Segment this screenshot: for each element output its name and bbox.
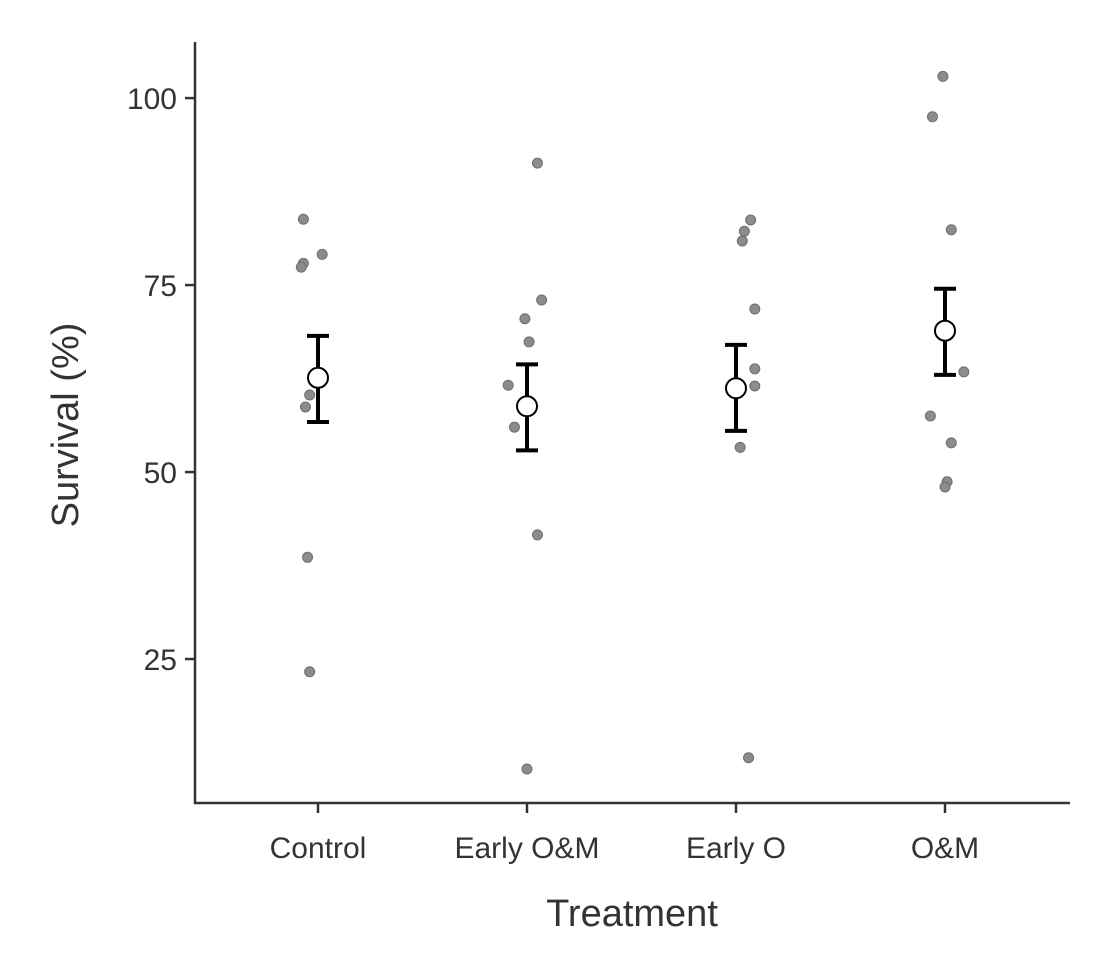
data-point [745, 214, 757, 226]
data-point [502, 379, 514, 391]
y-tick-label: 25 [144, 644, 177, 677]
data-point [536, 294, 548, 306]
y-axis-title: Survival (%) [45, 323, 87, 528]
data-point [945, 224, 957, 236]
data-point [521, 763, 533, 775]
mean-point [934, 319, 956, 342]
y-tick-label: 100 [127, 83, 177, 116]
data-point [304, 666, 316, 678]
data-point [299, 401, 311, 413]
data-point [749, 363, 761, 375]
x-tick-label: Early O&M [454, 832, 599, 865]
data-point [519, 313, 531, 325]
y-tick-label: 50 [144, 457, 177, 490]
data-point [939, 481, 951, 493]
data-point [531, 529, 543, 541]
data-point [523, 336, 535, 348]
data-point [734, 441, 746, 453]
data-point [945, 437, 957, 449]
x-axis-title: Treatment [546, 893, 718, 935]
mean-point [725, 377, 747, 400]
data-point [743, 752, 755, 764]
data-point [926, 111, 938, 123]
data-point [749, 380, 761, 392]
x-tick-label: O&M [911, 832, 979, 865]
y-tick-label: 75 [144, 270, 177, 303]
mean-point [516, 395, 538, 418]
data-point [736, 235, 748, 247]
x-tick-label: Early O [686, 832, 786, 865]
data-point [958, 366, 970, 378]
data-point [937, 70, 949, 82]
data-point [302, 551, 314, 563]
data-point [508, 421, 520, 433]
data-point [531, 157, 543, 169]
mean-point [307, 366, 329, 389]
data-point [295, 261, 307, 273]
data-point [738, 225, 750, 237]
data-point [304, 389, 316, 401]
data-point [749, 303, 761, 315]
data-point [316, 248, 328, 260]
data-point [297, 213, 309, 225]
x-tick-label: Control [270, 832, 367, 865]
data-point [924, 410, 936, 422]
